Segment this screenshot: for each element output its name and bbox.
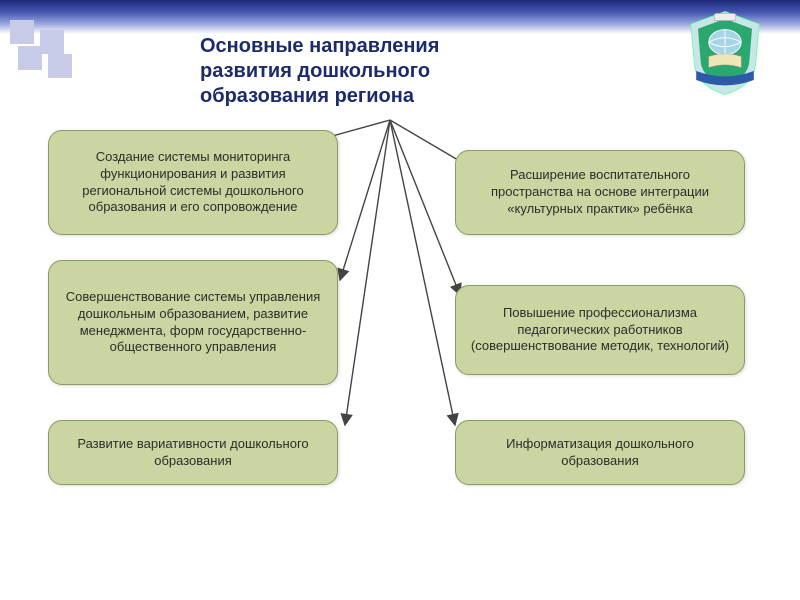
decor-square [48,54,72,78]
decor-square [40,30,64,54]
direction-box-text: Совершенствование системы управления дош… [61,289,325,357]
decor-square [18,46,42,70]
direction-box-text: Информатизация дошкольного образования [468,436,732,470]
title-line-3: образования региона [200,85,414,107]
direction-box: Развитие вариативности дошкольного образ… [48,420,338,485]
decor-square [10,20,34,44]
title-line-1: Основные направления [200,35,439,57]
arrow-line [390,120,455,425]
direction-box: Совершенствование системы управления дош… [48,260,338,385]
direction-box: Расширение воспитательного пространства … [455,150,745,235]
page-title: Основные направления развития дошкольног… [200,34,600,109]
arrow-line [340,120,390,280]
direction-box: Информатизация дошкольного образования [455,420,745,485]
direction-box-text: Развитие вариативности дошкольного образ… [61,436,325,470]
title-line-2: развития дошкольного [200,60,430,82]
institute-logo [680,8,770,98]
direction-box-text: Расширение воспитательного пространства … [468,167,732,218]
direction-box-text: Повышение профессионализма педагогически… [468,305,732,356]
arrow-line [390,120,460,295]
direction-box: Повышение профессионализма педагогически… [455,285,745,375]
arrow-line [345,120,390,425]
direction-box: Создание системы мониторинга функциониро… [48,130,338,235]
direction-box-text: Создание системы мониторинга функциониро… [61,149,325,217]
